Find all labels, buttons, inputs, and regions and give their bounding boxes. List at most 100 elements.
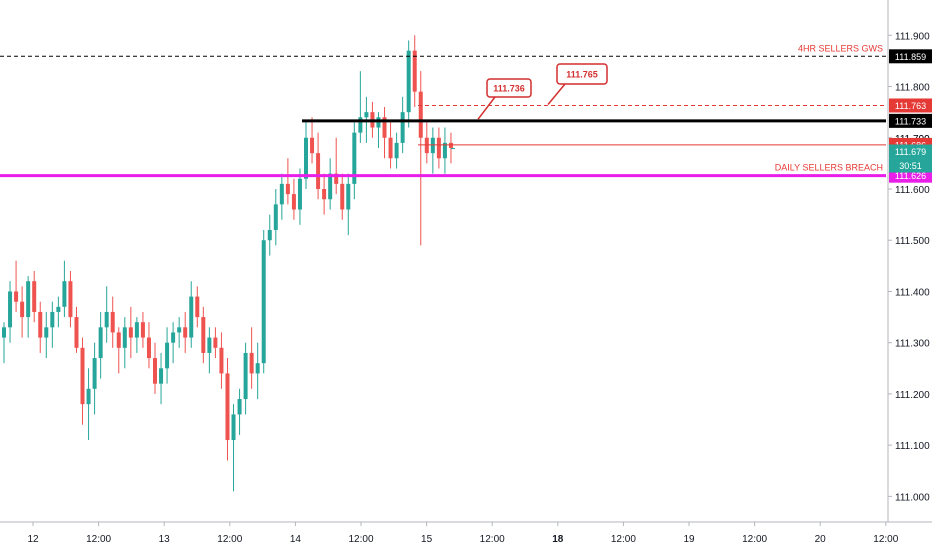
candle — [219, 332, 224, 389]
candle — [177, 317, 182, 348]
candle-body — [255, 363, 260, 374]
candle — [44, 311, 49, 359]
candle — [400, 96, 405, 154]
candle-body — [153, 358, 157, 384]
candle — [436, 127, 441, 169]
horizontal-lines: 4HR SELLERS GWS DAILY SELLERS BREACH — [0, 43, 886, 178]
candle — [279, 173, 284, 220]
current-price-tag-text: 111.679 — [895, 147, 926, 157]
candle-body — [304, 137, 308, 179]
candle-body — [128, 327, 133, 338]
candle-body — [394, 142, 399, 159]
candle — [92, 342, 97, 415]
candle-body — [26, 281, 31, 318]
candle-body — [388, 137, 393, 159]
candle — [50, 301, 55, 348]
candle — [243, 342, 248, 415]
time-tick-label: 12:00 — [480, 534, 505, 545]
candle-body — [146, 337, 151, 359]
red-dashed-price-tag: 111.763 — [889, 98, 932, 113]
price-note-callout[interactable]: 111.765 — [547, 63, 608, 105]
time-tick-label: 13 — [159, 534, 171, 545]
candle — [340, 173, 345, 220]
price-tick-label: 111.800 — [895, 83, 930, 94]
black-thick-price-tag-bg — [889, 113, 932, 128]
candle — [62, 260, 67, 318]
candle — [267, 214, 272, 256]
candle — [26, 276, 31, 338]
candle — [291, 178, 296, 220]
candle — [104, 286, 109, 343]
candle — [128, 306, 133, 359]
time-tick-label: 15 — [421, 534, 433, 545]
time-tick-label: 12:00 — [742, 534, 767, 545]
candle — [358, 71, 363, 143]
time-tick-label: 20 — [815, 534, 827, 545]
candle — [110, 296, 115, 348]
candle — [146, 322, 151, 369]
candle-body — [436, 137, 441, 159]
candle-body — [231, 414, 236, 441]
candle — [189, 281, 194, 348]
candle-body — [430, 137, 435, 154]
time-tick-label: 14 — [290, 534, 302, 545]
candle-body — [442, 142, 447, 159]
4hr-sellers-gws-label: 4HR SELLERS GWS — [798, 43, 883, 53]
current-price-tag: 111.679 — [889, 144, 932, 159]
candle-body — [424, 137, 429, 154]
candle — [98, 311, 103, 379]
candle — [273, 188, 278, 246]
candle-body — [38, 311, 43, 338]
candle — [225, 358, 230, 461]
time-tick-label: 12:00 — [611, 534, 636, 545]
candle-body — [74, 317, 79, 348]
candle — [165, 327, 170, 384]
candle-body — [159, 368, 164, 384]
candle-body — [261, 240, 266, 364]
candle — [388, 122, 393, 169]
candle — [195, 286, 200, 328]
candle — [442, 127, 447, 174]
candle-body — [310, 137, 315, 154]
candle — [394, 132, 399, 169]
candle — [134, 317, 139, 353]
candle-body — [418, 91, 423, 138]
price-tick-label: 111.000 — [895, 492, 930, 503]
candle-body — [110, 311, 115, 333]
candle — [297, 168, 302, 225]
candle — [424, 122, 429, 164]
candle-body — [207, 337, 212, 353]
candle-body — [32, 281, 37, 312]
price-axis[interactable]: 111.000 111.100 111.200 111.300 111.400 111.5… — [887, 0, 930, 522]
candle-body — [328, 173, 333, 200]
candle — [213, 327, 218, 359]
candle — [122, 317, 127, 369]
candle-body — [122, 327, 127, 348]
price-tick-label: 111.900 — [895, 31, 930, 42]
candle — [153, 342, 157, 394]
countdown-timer-tag-text: 30:51 — [899, 161, 922, 171]
price-tags: 111.700111.859111.763111.733111.686111.6… — [889, 49, 932, 183]
price-note-callout[interactable]: 111.736 — [477, 78, 532, 120]
candle — [376, 112, 381, 149]
candle-body — [213, 337, 218, 348]
candle-body — [322, 188, 327, 200]
candle-body — [98, 327, 103, 359]
candle-body — [44, 327, 49, 338]
candle-body — [273, 204, 278, 230]
candle-body — [352, 132, 357, 184]
candle-body — [68, 281, 73, 318]
daily-sellers-breach-label: DAILY SELLERS BREACH — [775, 163, 883, 173]
candle — [430, 127, 435, 174]
time-axis[interactable]: 12 12:00 13 12:00 14 12:00 15 12:00 18 12:00 19 12:… — [0, 521, 932, 545]
time-tick-label: 12:00 — [86, 534, 111, 545]
candle — [249, 327, 254, 389]
candle — [116, 327, 121, 374]
countdown-timer-tag: 30:51 — [889, 158, 932, 173]
candle — [140, 311, 145, 348]
candle-body — [14, 291, 19, 302]
candle-body — [400, 112, 405, 143]
candle — [261, 229, 266, 374]
time-tick-label: 12:00 — [348, 534, 373, 545]
